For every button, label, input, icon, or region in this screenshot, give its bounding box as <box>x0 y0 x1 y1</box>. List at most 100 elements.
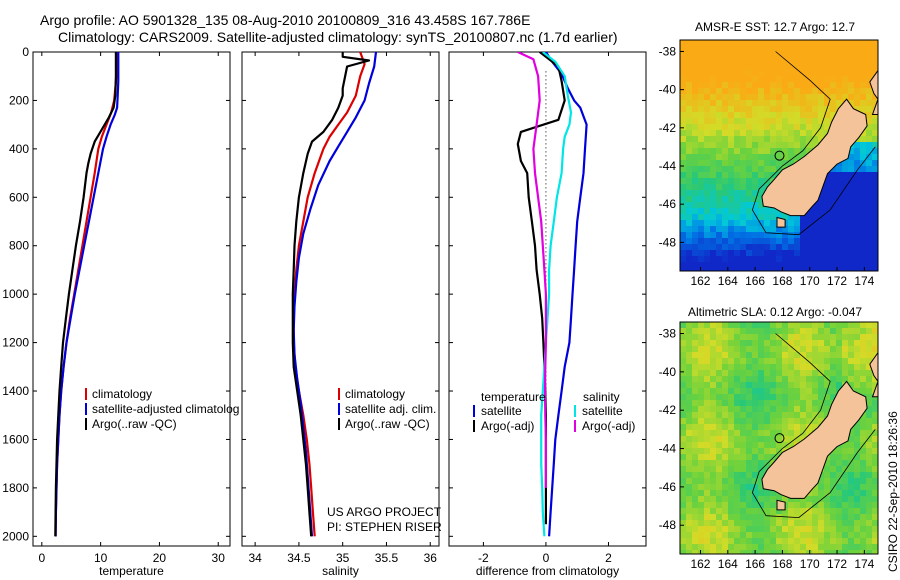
map-cell <box>722 214 728 220</box>
map-cell <box>830 94 836 100</box>
map-cell <box>872 130 878 136</box>
map-cell <box>698 106 704 112</box>
map-cell <box>764 268 770 271</box>
map-cell <box>842 178 848 184</box>
map-cell <box>740 490 746 496</box>
map-cell <box>758 46 764 52</box>
map-cell <box>860 532 866 538</box>
map-cell <box>704 184 710 190</box>
map-cell <box>860 364 866 370</box>
map-cell <box>866 220 872 226</box>
map-cell <box>872 136 878 142</box>
map-cell <box>836 226 842 232</box>
map-cell <box>872 148 878 154</box>
map-cell <box>872 40 878 46</box>
map-cell <box>704 358 710 364</box>
map-cell <box>704 250 710 256</box>
map-cell <box>836 220 842 226</box>
map-cell <box>800 412 806 418</box>
map-cell <box>716 496 722 502</box>
map-cell <box>770 82 776 88</box>
map-cell <box>866 268 872 271</box>
map-cell <box>782 64 788 70</box>
map-cell <box>740 544 746 550</box>
map-cell <box>866 538 872 544</box>
map-cell <box>848 508 854 514</box>
map-cell <box>686 538 692 544</box>
map-cell <box>686 250 692 256</box>
map-cell <box>788 256 794 262</box>
map-cell <box>758 166 764 172</box>
map-cell <box>824 46 830 52</box>
map-cell <box>764 244 770 250</box>
map-cell <box>746 58 752 64</box>
map-cell <box>680 400 686 406</box>
map-cell <box>710 424 716 430</box>
map-cell <box>704 352 710 358</box>
map-cell <box>782 82 788 88</box>
map-cell <box>728 238 734 244</box>
legend-label: climatology <box>92 387 152 401</box>
map-cell <box>698 172 704 178</box>
map-cell <box>824 514 830 520</box>
map-cell <box>800 250 806 256</box>
legend-label: satellite <box>582 404 623 418</box>
map-cell <box>710 148 716 154</box>
map-cell <box>680 184 686 190</box>
map-cell <box>710 334 716 340</box>
map-cell <box>818 520 824 526</box>
series-group <box>54 52 120 537</box>
map-cell <box>722 142 728 148</box>
map-cell <box>710 214 716 220</box>
map-cell <box>812 370 818 376</box>
map-cell <box>860 154 866 160</box>
map-cell <box>716 406 722 412</box>
map-cell <box>716 70 722 76</box>
map-cell <box>848 490 854 496</box>
map-cell <box>722 112 728 118</box>
map-cell <box>698 148 704 154</box>
map-cell <box>734 544 740 550</box>
map-y-tick-label: -46 <box>659 197 677 211</box>
map-cell <box>746 484 752 490</box>
map-cell <box>740 40 746 46</box>
map-cell <box>722 250 728 256</box>
map-cell <box>836 100 842 106</box>
map-cell <box>752 238 758 244</box>
map-cell <box>800 538 806 544</box>
map-cell <box>836 370 842 376</box>
map-cell <box>842 256 848 262</box>
map-cell <box>776 436 782 442</box>
map-cell <box>866 112 872 118</box>
map-cell <box>680 142 686 148</box>
map-cell <box>746 154 752 160</box>
map-cell <box>728 94 734 100</box>
map-cell <box>710 220 716 226</box>
map-cell <box>722 454 728 460</box>
map-cell <box>746 496 752 502</box>
map-cell <box>758 322 764 328</box>
map-cell <box>800 40 806 46</box>
map-cell <box>692 514 698 520</box>
map-cell <box>848 454 854 460</box>
map-cell <box>806 322 812 328</box>
map-cell <box>686 382 692 388</box>
map-cell <box>710 64 716 70</box>
map-cell <box>866 442 872 448</box>
map-cell <box>806 148 812 154</box>
map-cell <box>722 130 728 136</box>
map-cell <box>770 268 776 271</box>
map-cell <box>740 130 746 136</box>
map-cell <box>752 124 758 130</box>
map-cell <box>716 268 722 271</box>
map-cell <box>782 112 788 118</box>
map-cell <box>830 190 836 196</box>
map-cell <box>830 220 836 226</box>
map-cell <box>734 328 740 334</box>
map-cell <box>698 208 704 214</box>
map-cell <box>710 100 716 106</box>
map-cell <box>830 364 836 370</box>
map-cell <box>776 142 782 148</box>
